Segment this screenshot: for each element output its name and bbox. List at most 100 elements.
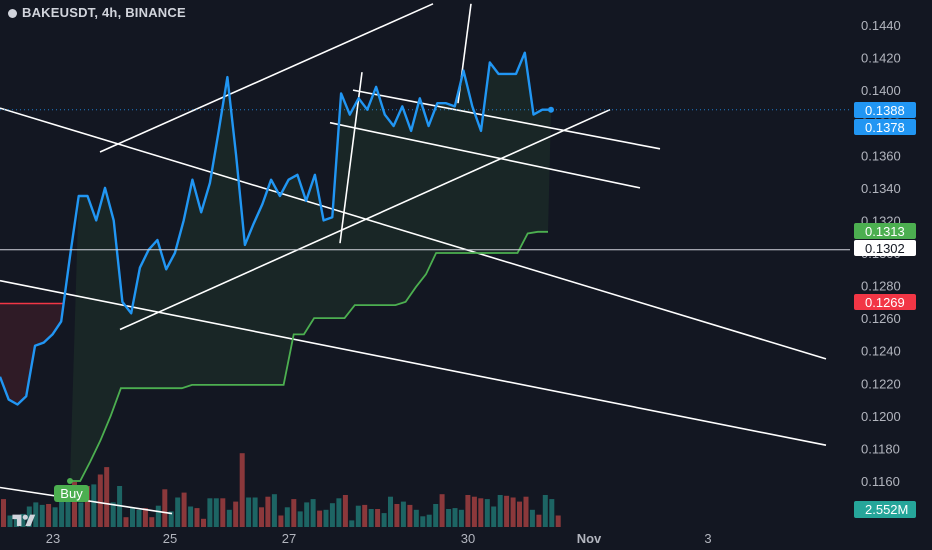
volume-bar xyxy=(201,518,206,527)
y-tick-label: 0.1400 xyxy=(861,83,901,98)
volume-bar xyxy=(149,517,155,527)
volume-bar xyxy=(52,507,58,527)
y-tick-label: 0.1340 xyxy=(861,181,901,196)
volume-bar xyxy=(13,516,19,527)
volume-bar xyxy=(388,496,393,527)
x-tick-label: 30 xyxy=(461,531,475,546)
trendline[interactable] xyxy=(0,107,827,360)
volume-bar xyxy=(78,502,84,527)
symbol-status-icon xyxy=(8,9,17,18)
volume-bar xyxy=(271,494,277,527)
volume-bar xyxy=(471,496,477,527)
volume-bar xyxy=(355,505,361,527)
volume-bar xyxy=(65,496,71,527)
volume-bar xyxy=(433,504,439,527)
red-cloud xyxy=(0,303,64,405)
volume-bar xyxy=(304,502,310,527)
price-badge xyxy=(854,223,916,239)
volume-bar xyxy=(252,497,258,527)
volume-bar xyxy=(394,504,400,527)
buy-label: Buy xyxy=(60,486,83,501)
price-badge xyxy=(854,102,916,118)
volume-bar xyxy=(142,508,148,527)
volume-bar xyxy=(491,506,497,527)
volume-bar xyxy=(336,498,342,527)
tradingview-logo-icon[interactable] xyxy=(10,512,38,530)
volume-bar xyxy=(278,515,284,527)
volume-bar xyxy=(349,520,355,527)
volume-bar xyxy=(188,506,194,527)
trendline[interactable] xyxy=(119,108,611,331)
trendline[interactable] xyxy=(329,121,641,189)
buy-label-box xyxy=(54,485,89,502)
x-tick-label: Nov xyxy=(577,531,602,546)
volume-bar xyxy=(246,497,252,527)
volume-bar xyxy=(439,494,445,527)
volume-bar xyxy=(536,514,542,527)
volume-bar xyxy=(555,515,561,527)
volume-bar xyxy=(181,492,187,527)
volume-bar xyxy=(220,498,226,527)
price-badge xyxy=(854,294,916,310)
y-tick-label: 0.1160 xyxy=(861,474,900,489)
volume-bar xyxy=(46,504,52,527)
y-tick-label: 0.1420 xyxy=(861,51,901,66)
volume-bar xyxy=(375,509,381,527)
volume-bar xyxy=(168,511,174,527)
volume-bar xyxy=(400,501,406,527)
y-tick-label: 0.1200 xyxy=(861,409,901,424)
volume-bar xyxy=(33,502,39,527)
y-tick-label: 0.1360 xyxy=(861,148,901,163)
volume-bar xyxy=(368,509,374,527)
volume-bar xyxy=(136,509,142,527)
volume-bar xyxy=(259,507,264,527)
last-price-dot xyxy=(548,106,554,113)
time-axis[interactable]: 23 25 27 30 Nov 3 xyxy=(46,531,712,546)
volume-bar xyxy=(497,495,503,527)
volume-bar xyxy=(297,511,303,527)
y-tick-label: 0.1240 xyxy=(861,344,901,359)
green-cloud xyxy=(70,52,551,481)
volume-bar xyxy=(110,502,116,527)
y-tick-label: 0.1220 xyxy=(861,376,901,391)
volume-badge-label: 2.552M xyxy=(865,502,908,517)
x-tick-label: 27 xyxy=(282,531,296,546)
volume-bar xyxy=(155,505,161,527)
volume-bar xyxy=(130,508,135,527)
x-tick-label: 25 xyxy=(163,531,177,546)
y-tick-label: 0.1180 xyxy=(861,441,900,456)
symbol-title-text: BAKEUSDT, 4h, BINANCE xyxy=(22,5,186,20)
volume-bar xyxy=(239,453,245,527)
volume-bar xyxy=(310,499,316,527)
price-line xyxy=(0,51,551,406)
volume-bar xyxy=(233,501,239,527)
volume-bar xyxy=(342,495,348,527)
volume-bar xyxy=(529,509,535,527)
volume-bar xyxy=(1,499,6,527)
buy-dot xyxy=(67,478,73,484)
volume-bar xyxy=(452,508,458,527)
symbol-title[interactable]: BAKEUSDT, 4h, BINANCE xyxy=(8,5,186,20)
volume-bar xyxy=(97,474,103,527)
price-badge-label: 0.1313 xyxy=(865,224,905,239)
volume-bar xyxy=(291,499,297,527)
trendline[interactable] xyxy=(352,89,661,150)
volume-bar xyxy=(413,509,419,527)
volume-bar xyxy=(91,484,97,527)
volume-bar xyxy=(504,495,510,527)
volume-bar xyxy=(446,509,452,527)
volume-bar xyxy=(420,516,426,527)
volume-bar xyxy=(362,504,368,527)
volume-bar xyxy=(7,515,13,527)
y-tick-label: 0.1260 xyxy=(861,311,901,326)
price-badge-label: 0.1269 xyxy=(865,295,905,310)
volume-badge xyxy=(854,501,916,518)
trendline[interactable] xyxy=(99,3,434,153)
price-badge xyxy=(854,119,916,135)
trendline[interactable] xyxy=(0,279,827,446)
volume-bar xyxy=(284,507,290,527)
y-tick-label: 0.1440 xyxy=(861,18,901,33)
volume-bar xyxy=(542,495,548,527)
price-badge xyxy=(854,240,916,256)
